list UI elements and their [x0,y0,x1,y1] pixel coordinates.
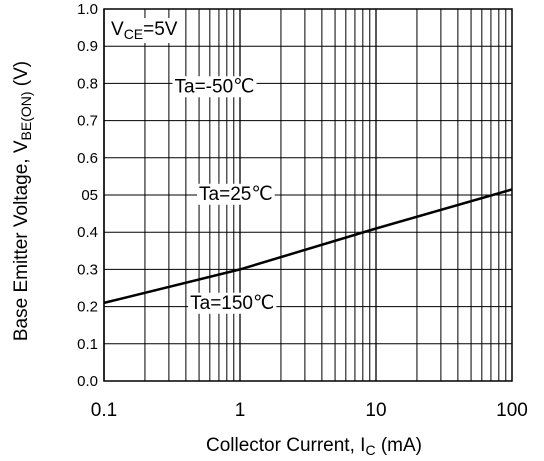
annotations: Ta=-50℃ Ta=25℃ Ta=150℃ [172,76,277,314]
y-axis-label-tail: (V) [11,61,32,92]
x-axis-label: Collector Current, IC (mA) [206,435,422,458]
condition-label: VCE=5V [108,18,181,43]
y-tick-label: 0.9 [77,38,98,55]
grid-lines [103,8,512,382]
y-axis-label: Base Emitter Voltage, VBE(ON) (V) [11,61,34,341]
y-tick-label: 0.4 [77,224,98,241]
y-tick-label: 0.0 [77,373,98,390]
x-axis-label-tail: (mA) [376,435,422,456]
series-line [103,188,513,305]
x-tick-label: 0.1 [91,400,117,421]
y-tick-label: 0.6 [77,150,98,167]
annotation-background [172,76,257,98]
annotation-label: Ta=25℃ [199,184,273,205]
condition-sub: CE [124,26,143,42]
y-tick-label: 0.8 [77,75,98,92]
y-tick-labels: 0.0 0.1 0.2 0.3 0.4 05 0.6 0.7 0.8 0.9 1.0 [77,1,98,390]
svg-text:VCE=5V: VCE=5V [111,19,178,42]
x-tick-label: 100 [496,400,528,421]
y-tick-label: 0.7 [77,113,98,130]
annotation: Ta=25℃ [197,183,275,205]
y-tick-label: 0.3 [77,261,98,278]
annotation-background [188,292,277,314]
annotation: Ta=-50℃ [172,76,257,98]
y-tick-label: 05 [81,187,98,204]
annotation-background [197,183,275,205]
y-tick-label: 1.0 [77,1,98,18]
condition-tail: =5V [143,19,178,40]
x-axis-label-main: Collector Current, I [206,435,365,456]
annotation-label: Ta=150℃ [190,293,274,314]
condition-main: V [111,19,124,40]
annotation-label: Ta=-50℃ [175,76,255,97]
x-tick-label: 1 [235,400,246,421]
x-axis-label-sub: C [365,442,375,458]
x-tick-labels: 0.1 1 10 100 [91,400,528,421]
y-axis-label-main: Base Emitter Voltage, V [11,140,32,341]
annotation: Ta=150℃ [188,292,277,314]
y-tick-label: 0.1 [77,336,98,353]
y-axis-label-sub: BE(ON) [18,91,34,140]
plot-frame [103,8,513,382]
x-tick-label: 10 [365,400,386,421]
y-tick-label: 0.2 [77,299,98,316]
